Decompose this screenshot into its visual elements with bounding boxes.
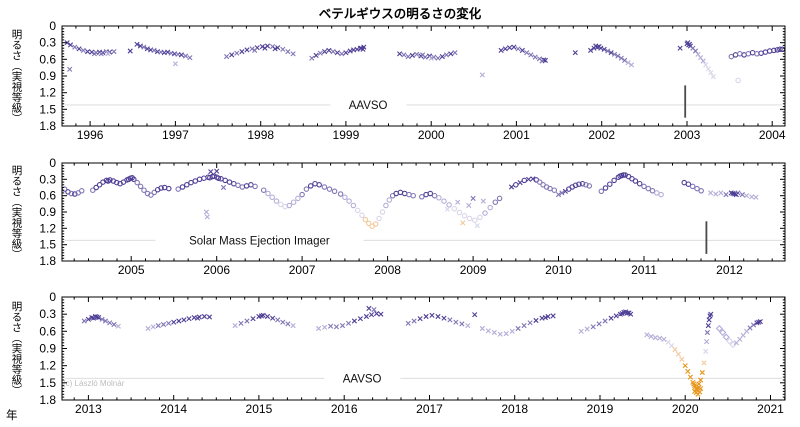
instrument-label: AAVSO: [349, 100, 388, 112]
data-points: [81, 305, 763, 397]
x-tick-label: 2004: [759, 128, 786, 142]
x-tick-label: 1999: [333, 128, 360, 142]
x-tick-label: 2019: [587, 402, 614, 416]
y-tick-label: 0.3: [39, 172, 56, 186]
x-tick-label: 2005: [118, 263, 145, 277]
data-points: [64, 40, 786, 84]
y-tick-label: 1.5: [39, 238, 56, 252]
x-tick-label: 2009: [460, 263, 487, 277]
x-tick-label: 2002: [588, 128, 615, 142]
y-axis-title-panel-1: 明るさ（実視等級）: [10, 28, 23, 124]
axis-ticks: [62, 296, 786, 401]
x-tick-label: 2000: [418, 128, 445, 142]
x-tick-label: 2013: [75, 402, 102, 416]
panel-1: AAVSO 1996 1997 1998 1999 2000 2001 2002 2003 200…: [39, 19, 786, 142]
y-tick-label: 1.2: [39, 221, 56, 235]
x-tick-label: 2015: [246, 402, 273, 416]
y-axis-title-panel-3: 明るさ（実視等級）: [10, 301, 23, 396]
y-tick-label: 0.9: [39, 342, 56, 356]
instrument-label: AAVSO: [343, 373, 382, 385]
y-tick-label: 1.8: [39, 119, 56, 133]
y-axis-title-panel-2: 明るさ（実視等級）: [10, 164, 23, 260]
tick-labels: 2013 2014 2015 2016 2017 2018 2019 2020 2021 0 0.3…: [39, 290, 784, 416]
label-backdrop: [330, 97, 407, 113]
x-tick-label: 2014: [160, 402, 187, 416]
y-tick-label: 0.6: [39, 324, 56, 338]
axis-ticks: [62, 162, 785, 262]
y-tick-label: 0.3: [39, 36, 56, 50]
x-tick-label: 2008: [374, 263, 401, 277]
x-tick-label: 2006: [203, 263, 230, 277]
y-tick-label: 1.8: [39, 393, 56, 407]
data-points: [61, 168, 759, 229]
x-axis-title: 年: [6, 410, 18, 422]
y-tick-label: 0.6: [39, 189, 56, 203]
x-tick-label: 2020: [672, 402, 699, 416]
x-tick-label: 2010: [545, 263, 572, 277]
x-tick-label: 2001: [503, 128, 530, 142]
y-tick-label: 0: [49, 290, 56, 304]
y-tick-label: 1.5: [39, 376, 56, 390]
y-tick-label: 1.8: [39, 254, 56, 268]
y-tick-label: 0: [49, 19, 56, 33]
axis-ticks: [62, 25, 785, 127]
x-tick-label: 2011: [631, 263, 657, 277]
y-tick-label: 0.6: [39, 52, 56, 66]
y-tick-label: 1.2: [39, 359, 56, 373]
y-tick-label: 1.2: [39, 86, 56, 100]
label-backdrop: [155, 232, 364, 248]
copyright-credit: (c) László Molnár: [63, 379, 125, 388]
instrument-label: Solar Mass Ejection Imager: [189, 235, 330, 247]
x-tick-label: 2016: [331, 402, 358, 416]
tick-labels: 2005 2006 2007 2008 2009 2010 2011 2012 0 0.3 0.6 0…: [39, 156, 743, 277]
y-tick-label: 0.3: [39, 307, 56, 321]
x-tick-label: 2012: [716, 263, 743, 277]
x-tick-label: 1996: [77, 128, 104, 142]
y-tick-label: 0: [49, 156, 56, 170]
x-tick-label: 2021: [757, 402, 784, 416]
x-tick-label: 2003: [674, 128, 701, 142]
plot-frame: [61, 25, 786, 127]
chart-title: ベテルギウスの明るさの変化: [318, 7, 482, 21]
x-tick-label: 2018: [501, 402, 528, 416]
panel-3: AAVSO 2013 2014 2015 2016 2017 2018 2019 2020 202…: [39, 290, 786, 416]
y-tick-label: 0.9: [39, 205, 56, 219]
x-tick-label: 2007: [289, 263, 316, 277]
x-tick-label: 1997: [162, 128, 189, 142]
tick-labels: 1996 1997 1998 1999 2000 2001 2002 2003 2004 0 0.3…: [39, 19, 786, 142]
y-tick-label: 1.5: [39, 102, 56, 116]
label-backdrop: [324, 370, 401, 386]
x-tick-label: 2017: [416, 402, 443, 416]
y-tick-label: 0.9: [39, 69, 56, 83]
x-tick-label: 1998: [247, 128, 274, 142]
